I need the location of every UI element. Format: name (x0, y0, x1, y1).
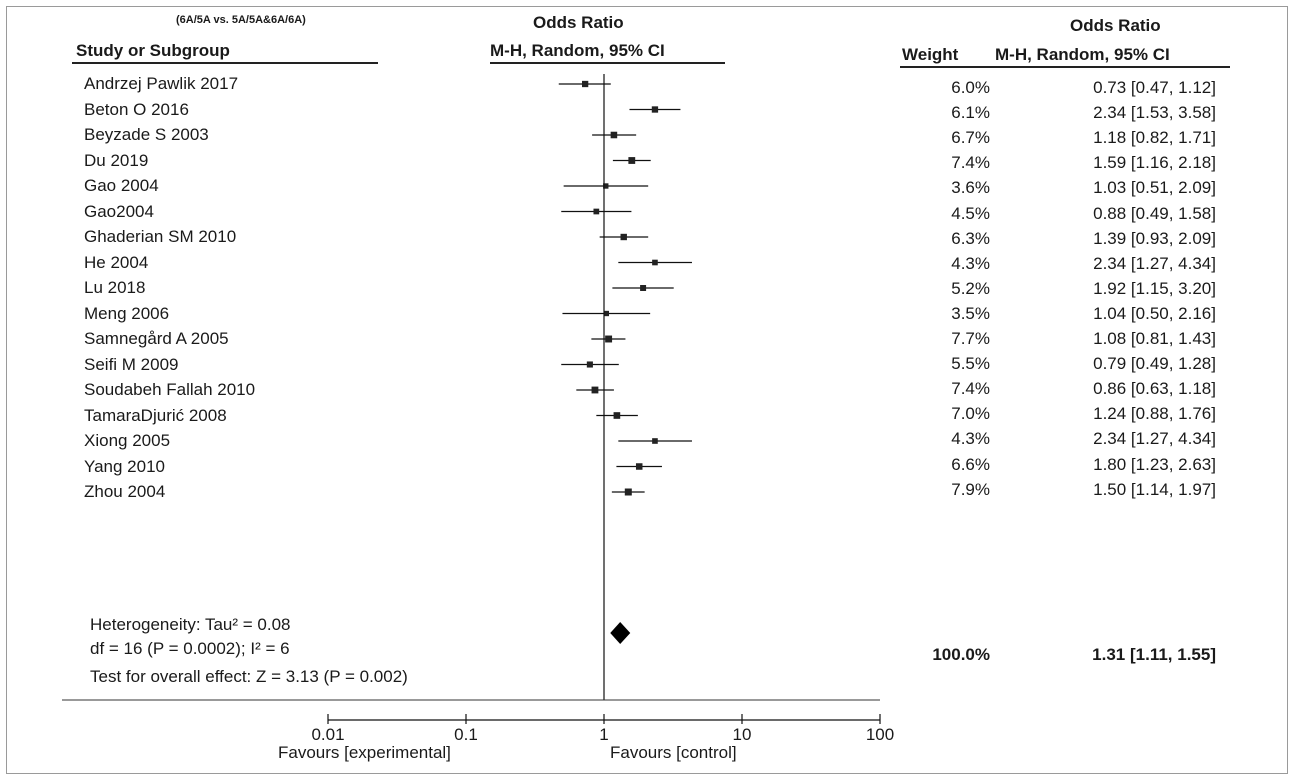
study-point-estimate (635, 463, 643, 470)
or-text-method-header: M-H, Random, 95% CI (995, 45, 1170, 64)
weight-column-header: Weight (902, 45, 959, 64)
study-ci-text: 1.59 [1.16, 2.18] (1093, 153, 1216, 173)
study-name: TamaraDjurić 2008 (84, 405, 227, 425)
study-column-header: Study or Subgroup (76, 41, 230, 60)
comparison-label: (6A/5A vs. 5A/5A&6A/6A) (176, 14, 306, 26)
study-ci-text: 1.24 [0.88, 1.76] (1093, 404, 1216, 424)
x-axis-tick-label: 0.1 (454, 725, 478, 744)
study-weight: 7.4% (951, 153, 990, 173)
study-point-estimate (652, 438, 658, 444)
study-ci-text: 2.34 [1.53, 3.58] (1093, 103, 1216, 123)
study-weight: 6.0% (951, 78, 990, 97)
study-ci-text: 1.50 [1.14, 1.97] (1093, 479, 1216, 499)
study-weight: 7.9% (951, 479, 990, 499)
study-weight: 7.0% (951, 404, 990, 424)
figure-frame (6, 6, 1288, 774)
header-rule-right (900, 66, 1230, 68)
x-axis-tick-label: 0.01 (311, 725, 344, 744)
study-weight: 4.5% (951, 203, 990, 223)
study-name: Gao2004 (84, 201, 154, 221)
study-weight: 5.2% (951, 278, 990, 298)
study-ci-text: 0.73 [0.47, 1.12] (1093, 78, 1216, 97)
study-weight: 3.5% (951, 303, 990, 323)
study-name: Meng 2006 (84, 303, 170, 323)
study-weight: 3.6% (951, 178, 990, 198)
overall-effect-text: Test for overall effect: Z = 3.13 (P = 0… (90, 667, 408, 686)
study-point-estimate (581, 80, 589, 88)
study-weight: 6.1% (951, 103, 990, 123)
study-point-estimate (651, 106, 659, 113)
study-point-estimate (640, 285, 647, 291)
study-point-estimate (620, 233, 627, 241)
study-name: Yang 2010 (84, 456, 165, 476)
study-weight: 4.3% (951, 253, 990, 273)
study-weight: 6.3% (951, 228, 990, 248)
study-point-estimate (605, 335, 613, 343)
study-ci-text: 0.88 [0.49, 1.58] (1093, 203, 1216, 223)
study-name: Xiong 2005 (84, 431, 171, 450)
header-rule-study (72, 62, 378, 64)
pooled-weight: 100.0% (932, 645, 990, 664)
study-ci-text: 0.86 [0.63, 1.18] (1093, 379, 1216, 399)
study-weight: 6.7% (951, 128, 990, 148)
study-name: Soudabeh Fallah 2010 (84, 380, 256, 399)
study-name: Seifi M 2009 (84, 354, 179, 374)
study-point-estimate (624, 488, 632, 496)
study-ci-text: 1.39 [0.93, 2.09] (1093, 228, 1216, 248)
favours-control-label: Favours [control] (610, 743, 737, 762)
x-axis-tick-label: 100 (866, 725, 894, 744)
study-name: Beyzade S 2003 (84, 125, 209, 144)
study-name: Ghaderian SM 2010 (84, 227, 237, 246)
study-ci-text: 0.79 [0.49, 1.28] (1093, 354, 1216, 374)
study-weight: 4.3% (951, 429, 990, 449)
study-weight: 7.4% (951, 379, 990, 399)
study-name: Andrzej Pawlik 2017 (84, 74, 239, 93)
study-ci-text: 1.92 [1.15, 3.20] (1093, 278, 1216, 298)
study-point-estimate (603, 310, 610, 317)
study-ci-text: 1.80 [1.23, 2.63] (1093, 454, 1216, 474)
or-text-column-title: Odds Ratio (1070, 16, 1161, 35)
study-point-estimate (652, 259, 658, 266)
study-ci-text: 1.18 [0.82, 1.71] (1093, 128, 1216, 148)
study-name: He 2004 (84, 252, 149, 272)
or-column-title: Odds Ratio (533, 13, 624, 32)
study-name: Beton O 2016 (84, 99, 189, 119)
pooled-diamond (610, 622, 631, 644)
study-ci-text: 2.34 [1.27, 4.34] (1093, 253, 1216, 273)
study-name: Lu 2018 (84, 278, 146, 297)
favours-experimental-label: Favours [experimental] (278, 743, 451, 762)
study-point-estimate (586, 361, 593, 368)
study-point-estimate (610, 131, 618, 139)
heterogeneity-line-2: df = 16 (P = 0.0002); I² = 6 (90, 639, 290, 658)
pooled-ci-text: 1.31 [1.11, 1.55] (1092, 645, 1216, 664)
study-point-estimate (591, 386, 599, 394)
study-ci-text: 1.08 [0.81, 1.43] (1093, 329, 1216, 348)
x-axis-tick-label: 1 (599, 725, 608, 744)
heterogeneity-line-1: Heterogeneity: Tau² = 0.08 (90, 615, 291, 634)
study-weight: 5.5% (951, 354, 990, 374)
or-method-header: M-H, Random, 95% CI (490, 41, 665, 60)
header-rule-or (490, 62, 725, 64)
study-name: Gao 2004 (84, 176, 159, 195)
study-name: Zhou 2004 (84, 482, 166, 501)
study-ci-text: 2.34 [1.27, 4.34] (1093, 429, 1216, 449)
study-point-estimate (603, 183, 609, 189)
study-point-estimate (613, 412, 621, 419)
study-name: Du 2019 (84, 150, 149, 170)
study-ci-text: 1.04 [0.50, 2.16] (1093, 303, 1216, 323)
study-ci-text: 1.03 [0.51, 2.09] (1093, 178, 1216, 198)
study-point-estimate (628, 157, 636, 164)
x-axis-tick-label: 10 (733, 725, 752, 744)
study-weight: 7.7% (951, 329, 990, 348)
study-point-estimate (593, 208, 600, 215)
study-name: Samnegård A 2005 (84, 329, 229, 348)
study-weight: 6.6% (951, 454, 990, 474)
